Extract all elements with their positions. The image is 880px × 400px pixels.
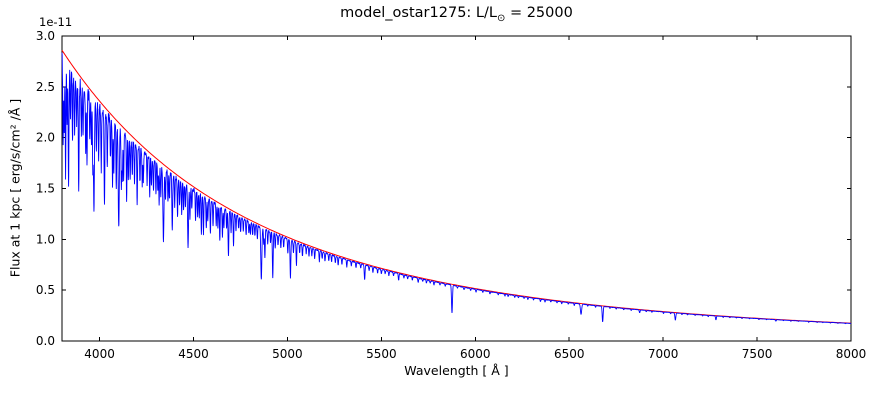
y-tick-label: 1.5 <box>36 182 55 196</box>
y-tick-label: 0.0 <box>36 334 55 348</box>
series-spectrum <box>61 52 852 325</box>
y-tick-label: 2.5 <box>36 80 55 94</box>
x-axis-label: Wavelength [ Å ] <box>404 363 509 378</box>
y-axis-offset-label: 1e-11 <box>39 15 73 29</box>
plot-title: model_ostar1275: L/L⊙ = 25000 <box>62 5 851 24</box>
x-tick-label: 7000 <box>648 347 679 361</box>
x-tick-label: 5000 <box>272 347 303 361</box>
x-tick-label: 6000 <box>460 347 491 361</box>
x-tick-label: 6500 <box>554 347 585 361</box>
plot-title-prefix: model_ostar1275: L/L <box>340 5 497 21</box>
x-tick-label: 7500 <box>742 347 773 361</box>
x-tick-label: 4500 <box>178 347 209 361</box>
x-tick-label: 5500 <box>366 347 397 361</box>
y-tick-label: 2.0 <box>36 131 55 145</box>
y-tick-label: 1.0 <box>36 232 55 246</box>
plot-title-suffix: = 25000 <box>505 5 573 21</box>
y-axis-label: Flux at 1 kpc [ erg/s/cm² /Å ] <box>7 98 23 278</box>
y-tick-label: 3.0 <box>36 29 55 43</box>
solar-symbol: ⊙ <box>496 12 506 24</box>
x-tick-label: 4000 <box>84 347 115 361</box>
y-tick-label: 0.5 <box>36 283 55 297</box>
x-tick-label: 8000 <box>836 347 867 361</box>
